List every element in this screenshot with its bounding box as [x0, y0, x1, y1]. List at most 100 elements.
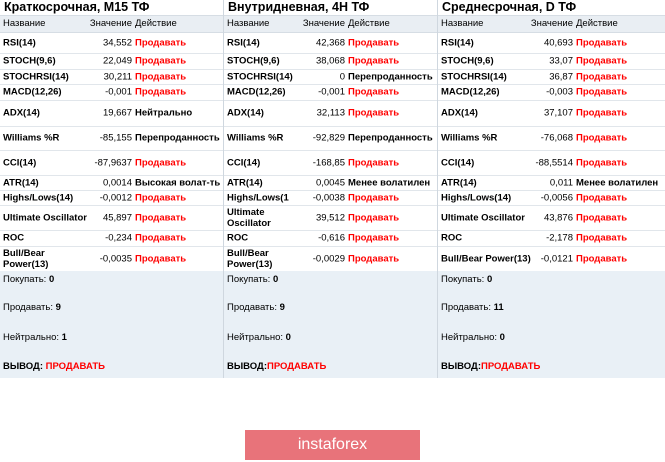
indicator-name: CCI(14): [227, 157, 261, 168]
indicator-value: 39,512: [315, 212, 345, 223]
indicator-row: STOCHRSI(14) 36,87 Продавать: [438, 69, 665, 85]
indicator-name: STOCH(9,6): [3, 55, 56, 67]
indicator-row: CCI(14) -88,5514 Продавать: [438, 150, 665, 176]
indicator-action: Перепроданность: [135, 132, 220, 144]
indicator-row: RSI(14) 42,368 Продавать: [224, 32, 437, 54]
indicator-action: Продавать: [135, 37, 187, 48]
neutral-count-value: 0: [285, 332, 291, 343]
indicator-value: 45,897: [102, 212, 132, 223]
header-name: Название: [227, 18, 270, 29]
indicator-value: -0,0121: [540, 253, 573, 264]
header-name: Название: [441, 18, 484, 29]
sell-count: Продавать: 9: [3, 302, 61, 313]
indicator-value: 19,667: [102, 107, 132, 119]
sell-count-label: Продавать:: [3, 302, 53, 313]
indicator-value: 32,113: [316, 107, 345, 119]
buy-count: Покупать: 0: [3, 274, 54, 285]
panel-separator: [437, 0, 438, 378]
buy-count-value: 0: [48, 274, 55, 285]
indicator-row: ROC -0,234 Продавать: [0, 230, 223, 247]
summary-box: Покупать: 0 Продавать: 11 Нейтрально: 0 ВЫВ…: [438, 271, 665, 378]
sell-count: Продавать: 11: [441, 302, 504, 313]
indicator-value: 40,693: [543, 37, 573, 48]
indicator-value: -0,616: [318, 232, 345, 244]
indicator-name: ATR(14): [3, 177, 39, 188]
indicator-name: ROC: [3, 232, 25, 244]
buy-count-label: Покупать:: [441, 274, 485, 285]
indicator-action: Продавать: [576, 157, 628, 168]
neutral-count: Нейтрально: 0: [441, 332, 505, 343]
indicator-action: Продавать: [135, 86, 187, 98]
indicator-name: Williams %R: [441, 132, 498, 144]
indicator-row: ATR(14) 0,0014 Высокая волат-ть: [0, 175, 223, 191]
sell-count-label: Продавать:: [227, 302, 277, 313]
indicator-row: Williams %R -76,068 Продавать: [438, 126, 665, 151]
sell-count-label: Продавать:: [441, 302, 491, 313]
indicator-name: STOCH(9,6): [441, 55, 494, 67]
indicator-action: Продавать: [348, 212, 400, 223]
indicator-name: ATR(14): [227, 177, 263, 188]
indicator-value: -0,0038: [312, 192, 345, 203]
indicator-name: MACD(12,26): [227, 86, 286, 98]
indicator-action: Продавать: [348, 55, 400, 67]
indicator-action: Продавать: [135, 212, 187, 223]
indicator-row: STOCHRSI(14) 0 Перепроданность: [224, 69, 437, 85]
panel-m15: Краткосрочная, M15 ТФ Название Значение Дей…: [0, 0, 223, 378]
indicator-value: -0,001: [318, 86, 345, 98]
indicator-action: Перепроданность: [348, 71, 433, 82]
indicator-name: CCI(14): [3, 157, 37, 168]
sell-count-value: 9: [55, 302, 61, 313]
indicator-row: Highs/Lows(14) -0,0012 Продавать: [0, 190, 223, 206]
conclusion-value: ПРОДАВАТЬ: [480, 361, 541, 372]
sell-count-value: 9: [279, 302, 285, 313]
indicator-name: ADX(14): [227, 107, 264, 119]
indicator-name: Ultimate Oscillator: [441, 212, 525, 223]
indicator-name: ADX(14): [441, 107, 478, 119]
indicator-action: Продавать: [576, 132, 628, 144]
indicator-action: Продавать: [576, 253, 628, 264]
indicator-value: 34,552: [102, 37, 132, 48]
indicator-value: -0,001: [105, 86, 132, 98]
indicator-name: Williams %R: [3, 132, 60, 144]
indicator-row: ADX(14) 32,113 Продавать: [224, 100, 437, 127]
indicator-action: Продавать: [576, 86, 628, 98]
indicator-row: Highs/Lows(1 -0,0038 Продавать: [224, 190, 437, 206]
neutral-count-label: Нейтрально:: [227, 332, 284, 343]
header-action: Действие: [135, 18, 177, 29]
indicator-row: Williams %R -92,829 Перепроданность: [224, 126, 437, 151]
conclusion: ВЫВОД:ПРОДАВАТЬ: [227, 361, 326, 372]
indicator-action: Продавать: [135, 55, 187, 67]
indicator-action: Продавать: [576, 37, 628, 48]
indicator-value: -168,85: [312, 157, 345, 168]
neutral-count-label: Нейтрально:: [3, 332, 60, 343]
indicator-action: Нейтрально: [135, 107, 193, 119]
indicator-row: ROC -2,178 Продавать: [438, 230, 665, 247]
indicator-row: Ultimate Oscillator 45,897 Продавать: [0, 205, 223, 231]
summary-box: Покупать: 0 Продавать: 9 Нейтрально: 0 ВЫВО…: [224, 271, 437, 378]
indicator-name: ADX(14): [3, 107, 40, 119]
indicator-value: -85,155: [99, 132, 132, 144]
indicator-name: MACD(12,26): [3, 86, 62, 98]
indicator-value: -76,068: [540, 132, 573, 144]
indicator-value: 0,0014: [102, 177, 132, 188]
indicator-value: -0,003: [546, 86, 573, 98]
indicator-row: MACD(12,26) -0,001 Продавать: [0, 84, 223, 101]
indicator-action: Продавать: [135, 192, 187, 203]
sell-count: Продавать: 9: [227, 302, 285, 313]
indicator-value: 0: [339, 71, 345, 82]
indicator-value: 0,0045: [315, 177, 345, 188]
indicator-row: Ultimate Oscillator 43,876 Продавать: [438, 205, 665, 231]
indicator-name: Ultimate Oscillator: [227, 206, 271, 229]
indicator-row: STOCHRSI(14) 30,211 Продавать: [0, 69, 223, 85]
indicator-row: CCI(14) -87,9637 Продавать: [0, 150, 223, 176]
indicator-row: ROC -0,616 Продавать: [224, 230, 437, 247]
indicator-row: Bull/Bear Power(13) -0,0035 Продавать: [0, 246, 223, 272]
indicator-action: Перепроданность: [348, 132, 433, 144]
panel-daily: Среднесрочная, D ТФ Название Значение Дейст…: [438, 0, 665, 378]
indicator-value: 0,011: [549, 177, 573, 188]
indicator-value: 33,07: [549, 55, 573, 67]
table-header: Название Значение Действие: [0, 15, 223, 33]
indicator-action: Продавать: [135, 157, 187, 168]
indicator-name: Highs/Lows(14): [441, 192, 512, 203]
indicator-action: Продавать: [348, 107, 400, 119]
